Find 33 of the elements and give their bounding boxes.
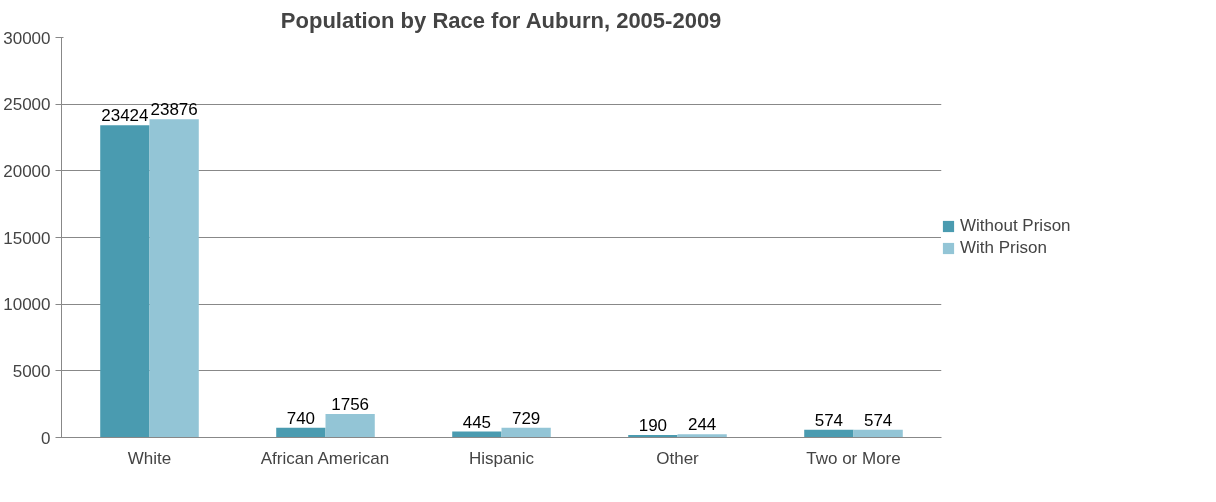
data-label: 1756 xyxy=(331,395,370,415)
x-tick-label: Hispanic xyxy=(468,448,535,468)
y-tick-label: 5000 xyxy=(12,361,51,381)
y-tick-label: 20000 xyxy=(3,161,51,181)
bar xyxy=(149,119,199,438)
y-tick-label: 25000 xyxy=(3,95,51,115)
data-label: 445 xyxy=(462,412,492,432)
bar xyxy=(325,414,375,438)
y-tick-label: 0 xyxy=(41,428,51,448)
data-label: 574 xyxy=(814,410,844,430)
data-label: 244 xyxy=(687,415,717,435)
x-tick-label: Other xyxy=(656,448,700,468)
bar xyxy=(276,427,326,438)
y-tick-label: 10000 xyxy=(3,295,51,315)
data-label: 190 xyxy=(638,415,668,435)
data-label: 740 xyxy=(286,408,316,428)
data-label: 574 xyxy=(863,410,893,430)
data-label: 729 xyxy=(511,408,541,428)
data-label: 23424 xyxy=(101,106,149,126)
bar xyxy=(677,434,727,438)
bar xyxy=(501,427,551,438)
legend-label: Without Prison xyxy=(960,216,1071,236)
bar xyxy=(100,125,150,438)
y-tick-label: 15000 xyxy=(3,228,51,248)
x-tick-label: White xyxy=(127,448,172,468)
bar xyxy=(853,429,903,438)
legend-label: With Prison xyxy=(960,238,1047,258)
bar xyxy=(804,429,854,438)
x-tick-label: Two or More xyxy=(806,448,901,468)
chart-title: Population by Race for Auburn, 2005-2009 xyxy=(280,7,722,33)
y-tick-label: 30000 xyxy=(3,28,51,48)
data-label: 23876 xyxy=(150,100,198,120)
x-tick-label: African American xyxy=(260,448,390,468)
